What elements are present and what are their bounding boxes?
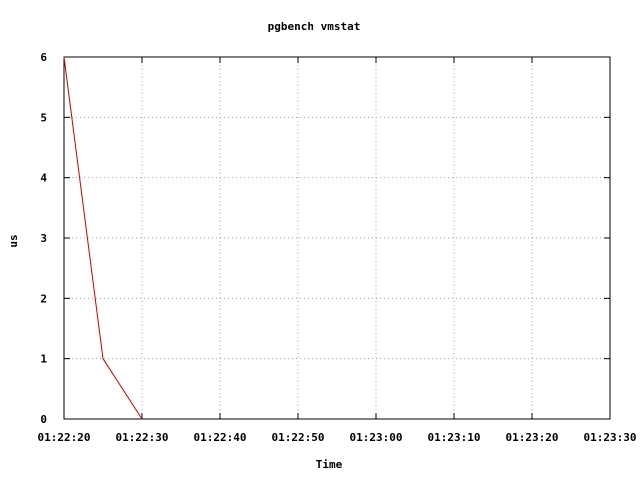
x-tick-label: 01:23:20 [506,431,559,444]
y-tick-label: 4 [40,172,47,185]
x-tick-label: 01:22:40 [194,431,247,444]
x-tick-label: 01:23:10 [428,431,481,444]
ticks [63,56,611,420]
y-tick-labels: 0 1 2 3 4 5 6 [40,51,47,426]
y-tick-label: 2 [40,292,47,305]
y-tick-label: 6 [40,51,47,64]
x-tick-label: 01:23:00 [350,431,403,444]
series-layer [63,56,143,420]
y-tick-label: 0 [40,413,47,426]
y-tick-label: 3 [40,232,47,245]
x-tick-label: 01:22:30 [116,431,169,444]
x-tick-label: 01:23:30 [584,431,637,444]
x-tick-label: 01:22:50 [272,431,325,444]
y-axis-label: us [7,234,20,247]
y-tick-label: 5 [40,111,47,124]
chart-title: pgbench vmstat [268,20,361,33]
y-tick-label: 1 [40,353,47,366]
x-axis-label: Time [316,458,343,471]
grid [64,57,610,419]
series-line [63,56,143,420]
x-tick-labels: 01:22:20 01:22:30 01:22:40 01:22:50 01:23:00… [38,431,637,444]
x-tick-label: 01:22:20 [38,431,91,444]
